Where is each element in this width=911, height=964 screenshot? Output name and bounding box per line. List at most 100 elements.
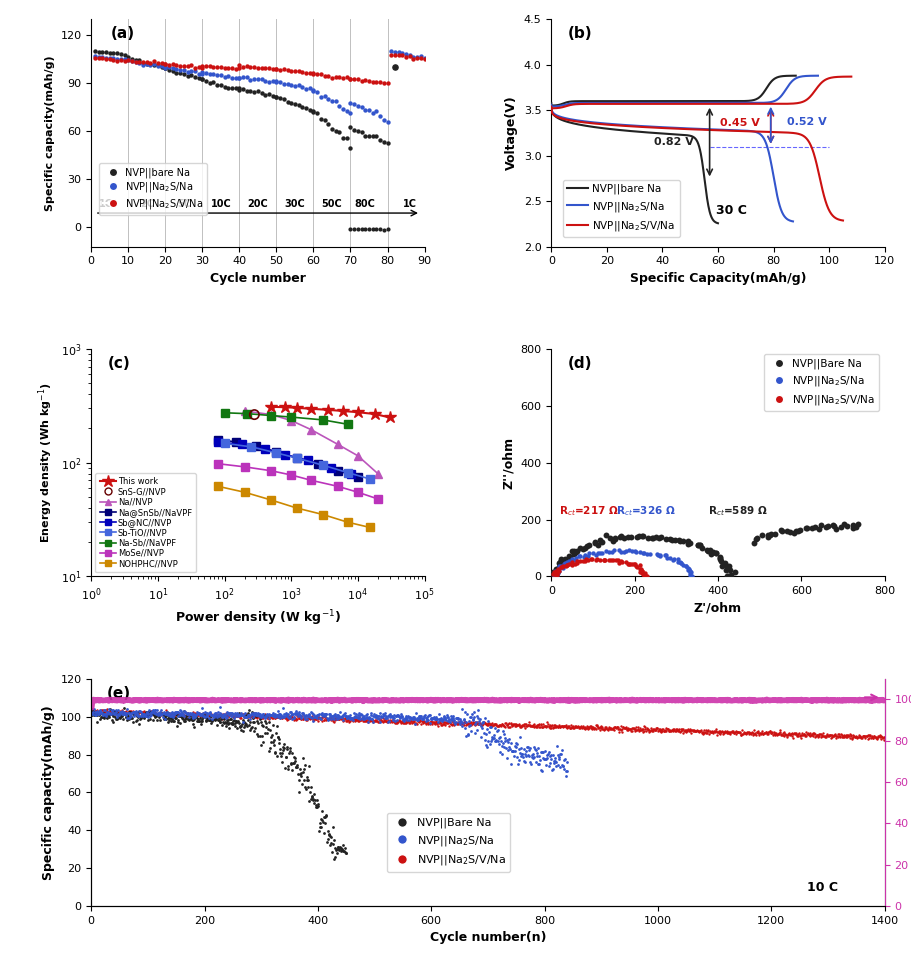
Point — [216, 709, 230, 724]
Point — [333, 710, 347, 726]
Point — [159, 703, 173, 718]
Point — [771, 726, 785, 741]
Point — [295, 64, 310, 79]
Point — [472, 711, 486, 727]
Point — [439, 707, 454, 722]
Point — [437, 717, 452, 733]
Point — [553, 558, 568, 574]
Point — [199, 710, 213, 725]
Point — [530, 757, 545, 772]
Point — [548, 755, 563, 770]
Point — [647, 722, 661, 737]
Point — [251, 729, 265, 744]
Point — [267, 708, 281, 723]
Point — [351, 711, 365, 727]
Point — [644, 530, 659, 546]
Point — [169, 706, 183, 721]
Point — [232, 710, 247, 726]
Point — [269, 709, 283, 724]
Point — [158, 707, 172, 722]
Point — [269, 89, 283, 104]
Point — [240, 69, 254, 85]
Point — [769, 727, 783, 742]
Point — [609, 552, 623, 568]
Point — [681, 563, 696, 578]
Point — [471, 717, 486, 733]
Point — [179, 706, 193, 721]
Point — [125, 705, 139, 720]
Point — [470, 716, 485, 732]
Point — [206, 709, 220, 724]
Point — [615, 719, 630, 735]
Point — [810, 729, 824, 744]
Point — [148, 703, 162, 718]
Point — [275, 709, 290, 724]
Point — [321, 68, 335, 84]
Point — [619, 556, 634, 572]
Point — [186, 711, 200, 727]
Point — [263, 708, 278, 723]
Point — [280, 63, 294, 78]
Point — [365, 713, 380, 729]
Point — [558, 763, 573, 779]
Point — [691, 537, 706, 552]
Point — [343, 71, 357, 87]
Point — [702, 724, 717, 739]
Point — [348, 711, 363, 727]
Point — [243, 707, 258, 722]
Point — [346, 221, 361, 236]
Point — [533, 763, 548, 778]
Point — [702, 724, 717, 739]
Point — [567, 552, 581, 568]
Point — [798, 725, 813, 740]
Point — [717, 555, 732, 571]
Point — [593, 721, 608, 736]
Point — [144, 705, 159, 720]
Point — [369, 104, 384, 120]
Point — [499, 717, 514, 733]
Point — [133, 710, 148, 726]
Point — [648, 722, 662, 737]
Point — [276, 701, 291, 716]
Point — [658, 723, 672, 738]
Point — [714, 558, 729, 574]
Point — [278, 707, 292, 722]
Point — [538, 719, 553, 735]
Point — [557, 555, 571, 571]
Point — [405, 713, 420, 729]
Point — [343, 710, 358, 726]
Point — [531, 719, 546, 735]
Point — [466, 714, 480, 730]
Point — [500, 716, 515, 732]
Point — [394, 710, 409, 725]
Point — [670, 722, 685, 737]
Point — [94, 705, 108, 720]
Point — [87, 703, 102, 718]
Point — [384, 709, 398, 724]
Point — [390, 707, 404, 722]
Point — [245, 710, 260, 726]
Point — [717, 723, 732, 738]
Point — [97, 703, 112, 718]
Point — [297, 757, 312, 772]
Point — [566, 720, 580, 736]
Point — [247, 71, 261, 87]
Point — [168, 705, 182, 720]
Point — [159, 707, 174, 722]
Point — [246, 714, 261, 730]
Point — [261, 710, 276, 726]
Point — [391, 712, 405, 728]
Point — [299, 711, 313, 727]
Point — [685, 723, 700, 738]
Point — [524, 749, 538, 764]
Point — [292, 710, 306, 726]
Point — [306, 791, 321, 807]
Point — [524, 718, 538, 734]
Point — [358, 710, 373, 726]
Point — [231, 60, 246, 75]
Point — [516, 754, 530, 769]
Point — [192, 706, 207, 721]
Point — [348, 713, 363, 729]
Point — [341, 709, 355, 724]
Point — [537, 751, 551, 766]
